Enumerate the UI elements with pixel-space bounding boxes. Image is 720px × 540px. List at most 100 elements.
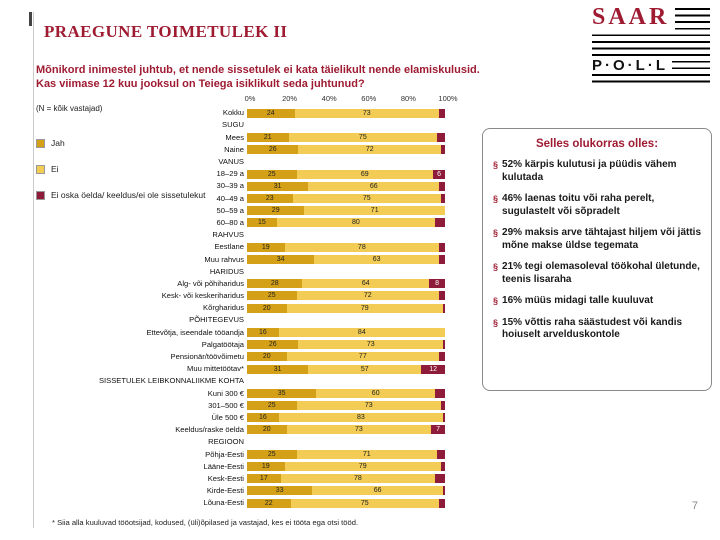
row-bar: 25 71 — [247, 449, 445, 459]
bar-segment-jah: 33 — [247, 486, 313, 496]
row-bar: 17 78 — [247, 474, 445, 484]
row-bar: 28 64 8 — [247, 279, 445, 289]
bullet-icon: § — [493, 317, 499, 328]
bar-segment-jah: 25 — [247, 449, 297, 459]
bar-segment-muu — [439, 108, 445, 118]
bar-segment-muu — [435, 218, 445, 228]
row-label: Mees — [225, 132, 244, 142]
chart-group-row: SISSETULEK LEIBKONNALIIKME KOHTA — [52, 375, 452, 387]
row-label: REGIOON — [208, 437, 244, 447]
row-label: Kõrgharidus — [203, 303, 244, 313]
bar-segment-ei: 84 — [278, 327, 445, 337]
bar-segment-jah: 22 — [247, 498, 291, 508]
bar-segment-muu — [439, 242, 445, 252]
bar-segment-ei: 63 — [314, 254, 440, 264]
chart-data-row: Muu mittetöötav* 31 57 12 — [52, 363, 452, 375]
row-label: Kuni 300 € — [207, 388, 244, 398]
row-bar — [247, 230, 445, 239]
chart-data-row: Põhja-Eesti 25 71 — [52, 448, 452, 460]
bar-segment-muu: 7 — [431, 425, 445, 435]
bar-segment-jah: 17 — [247, 474, 281, 484]
row-label: 60–80 a — [216, 217, 244, 227]
bar-segment-muu — [443, 303, 445, 313]
bullet-icon: § — [493, 296, 499, 306]
chart-data-row: Kokku 24 73 — [52, 107, 452, 119]
row-label: Kesk-Eesti — [207, 473, 244, 483]
bar-segment-ei: 72 — [296, 291, 440, 301]
left-tick — [29, 12, 32, 26]
bar-segment-ei: 64 — [302, 279, 430, 289]
bar-segment-ei: 73 — [296, 401, 442, 411]
page-number: 7 — [691, 500, 698, 512]
row-bar — [247, 157, 445, 166]
legend-item: Ei oska öelda/ keeldus/ei ole sissetulek… — [36, 190, 208, 201]
legend-swatch-icon — [36, 139, 45, 148]
chart-data-row: Kesk- või keskeriharidus 25 72 — [52, 290, 452, 302]
callout-title: Selles olukorras olles: — [535, 138, 659, 150]
bar-segment-jah: 31 — [247, 181, 309, 191]
bullet-text: 16% müüs midagi talle kuuluvat — [502, 295, 654, 306]
chart-data-row: Kõrgharidus 20 79 — [52, 302, 452, 314]
row-bar: 26 72 — [247, 145, 445, 155]
row-label: Muu mittetöötav* — [187, 364, 244, 374]
bar-segment-muu — [441, 145, 445, 155]
row-label: 40–49 a — [216, 193, 244, 203]
bar-segment-muu: 6 — [433, 169, 445, 179]
bar-segment-jah: 34 — [247, 254, 315, 264]
chart-group-row: HARIDUS — [52, 265, 452, 277]
chart-data-row: Eestlane 19 78 — [52, 241, 452, 253]
bar-segment-jah: 29 — [247, 206, 305, 216]
bar-segment-jah: 31 — [247, 364, 309, 374]
bar-segment-ei: 71 — [304, 206, 445, 216]
row-label: Lääne-Eesti — [203, 461, 244, 471]
bar-segment-ei: 79 — [286, 303, 443, 313]
row-label: Ettevõtja, iseendale tööandja — [146, 327, 244, 337]
chart-legend: Jah Ei Ei oska öelda/ keeldus/ei ole sisse… — [36, 138, 208, 217]
row-label: Põhja-Eesti — [205, 449, 244, 459]
axis-tick: 0% — [244, 94, 256, 103]
bar-segment-ei: 80 — [276, 218, 436, 228]
callout-bullet: § 52% kärpis kulutusi ja püüdis vähem kul… — [493, 159, 701, 184]
bar-segment-muu — [443, 486, 445, 496]
chart-data-row: Muu rahvus 34 63 — [52, 253, 452, 265]
bar-segment-jah: 35 — [247, 388, 317, 398]
row-label: 301–500 € — [208, 400, 244, 410]
subtitle-question: Mõnikord inimestel juhtub, et nende siss… — [36, 64, 480, 90]
row-bar — [247, 121, 445, 130]
bar-segment-jah: 16 — [247, 327, 279, 337]
row-bar: 19 79 — [247, 462, 445, 472]
callout-bullet: § 46% laenas toitu või raha perelt, sugul… — [493, 193, 701, 218]
row-label: VANUS — [218, 157, 244, 167]
chart: 0% 20% 40% 60% 80% 100% Kokku 24 73 SUGU Mees 21 75… — [52, 94, 458, 509]
bar-segment-jah: 16 — [247, 413, 279, 423]
chart-data-row: Kesk-Eesti 17 78 — [52, 473, 452, 485]
row-bar: 24 73 — [247, 108, 445, 118]
bullet-text: 29% maksis arve tähtajast hiljem või jät… — [502, 227, 701, 251]
bar-segment-ei: 60 — [316, 388, 436, 398]
axis-tick: 20% — [282, 94, 298, 103]
bullet-text: 21% tegi olemasoleval töökohal ületunde,… — [502, 261, 700, 285]
legend-item: Jah — [36, 138, 208, 148]
row-bar — [247, 267, 445, 276]
left-rule — [33, 12, 34, 528]
bar-segment-ei: 73 — [298, 340, 443, 350]
axis-tick: 80% — [400, 94, 416, 103]
chart-data-row: Naine 26 72 — [52, 144, 452, 156]
row-bar: 22 75 — [247, 498, 445, 508]
saar-poll-logo: SAAR P·O·L·L — [592, 5, 710, 86]
bar-segment-muu — [439, 498, 445, 508]
row-label: Kesk- või keskeriharidus — [161, 291, 244, 301]
chart-data-row: Pensionär/töövõimetu 20 77 — [52, 351, 452, 363]
row-bar: 16 84 — [247, 327, 445, 337]
chart-data-row: 60–80 a 15 80 — [52, 217, 452, 229]
logo-poll-text: P·O·L·L — [592, 57, 672, 74]
bar-segment-muu — [441, 193, 445, 203]
bar-segment-jah: 28 — [247, 279, 303, 289]
bar-segment-muu — [439, 181, 445, 191]
bar-segment-ei: 78 — [284, 242, 440, 252]
legend-label: Ei — [51, 164, 59, 175]
chart-data-row: Lõuna-Eesti 22 75 — [52, 497, 452, 509]
chart-data-row: Kuni 300 €35 60 — [52, 387, 452, 399]
row-bar — [247, 377, 445, 386]
bullet-text: 15% võttis raha säästudest või kandis ho… — [502, 316, 683, 341]
